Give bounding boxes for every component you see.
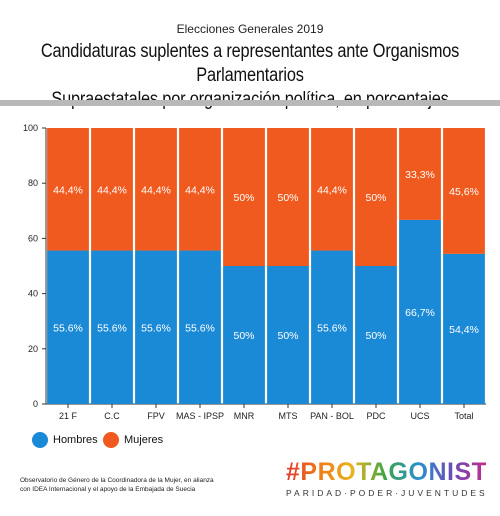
data-label-mujeres-2: 44,4% xyxy=(141,184,171,196)
bar-mujeres-9 xyxy=(443,128,485,254)
x-tick-label-0: 21 F xyxy=(59,411,78,420)
bar-hombres-8 xyxy=(399,219,441,404)
bar-hombres-6 xyxy=(311,250,353,404)
bar-mujeres-2 xyxy=(135,128,177,251)
data-label-mujeres-1: 44,4% xyxy=(97,184,127,196)
y-tick-label-0: 0 xyxy=(33,399,38,409)
legend-swatch-mujeres xyxy=(103,432,119,448)
y-tick-label-20: 20 xyxy=(28,344,38,354)
legend-item-mujeres: Mujeres xyxy=(103,432,163,448)
data-label-hombres-7: 50% xyxy=(365,330,386,342)
x-tick-label-1: C.C xyxy=(104,411,120,420)
bar-mujeres-7 xyxy=(355,128,397,266)
x-tick-label-6: PAN - BOL xyxy=(310,411,354,420)
x-tick-label-7: PDC xyxy=(366,411,386,420)
bar-hombres-2 xyxy=(135,250,177,404)
source-footnote-line-1: Observatorio de Género de la Coordinador… xyxy=(20,477,214,484)
data-label-mujeres-5: 50% xyxy=(277,192,298,204)
y-tick-label-60: 60 xyxy=(28,233,38,243)
bar-hombres-4 xyxy=(223,266,265,404)
bar-hombres-9 xyxy=(443,253,485,404)
data-label-mujeres-0: 44,4% xyxy=(53,184,83,196)
data-label-hombres-6: 55.6% xyxy=(317,322,347,334)
brand-name: #PROTAGONISTAS xyxy=(286,458,500,486)
data-label-hombres-5: 50% xyxy=(277,330,298,342)
bar-hombres-3 xyxy=(179,250,221,404)
x-tick-label-4: MNR xyxy=(234,411,255,420)
y-tick-label-40: 40 xyxy=(28,289,38,299)
brand-tagline: PARIDAD·PODER·JUVENTUDES xyxy=(286,488,488,498)
y-tick-label-80: 80 xyxy=(28,178,38,188)
data-label-hombres-0: 55.6% xyxy=(53,322,83,334)
bar-hombres-5 xyxy=(267,266,309,404)
brand-logo: #PROTAGONISTAS PARIDAD·PODER·JUVENTUDES xyxy=(286,458,500,498)
legend-label-mujeres: Mujeres xyxy=(124,434,164,446)
data-label-hombres-8: 66,7% xyxy=(405,307,435,319)
x-tick-label-9: Total xyxy=(454,411,473,420)
bar-hombres-7 xyxy=(355,266,397,404)
legend-item-hombres: Hombres xyxy=(32,432,98,448)
y-tick-label-100: 100 xyxy=(23,123,38,133)
legend-swatch-hombres xyxy=(32,432,48,448)
chart-supertitle: Elecciones Generales 2019 xyxy=(176,22,324,36)
bar-mujeres-5 xyxy=(267,128,309,266)
source-footnote-line-2: con IDEA Internacional y el apoyo de la … xyxy=(20,486,196,493)
data-label-hombres-4: 50% xyxy=(233,330,254,342)
bar-mujeres-4 xyxy=(223,128,265,266)
data-label-mujeres-9: 45,6% xyxy=(449,186,479,198)
data-label-hombres-9: 54,4% xyxy=(449,324,479,336)
bar-mujeres-1 xyxy=(91,128,133,251)
x-tick-label-5: MTS xyxy=(279,411,298,420)
x-tick-label-8: UCS xyxy=(410,411,429,420)
data-label-hombres-1: 55.6% xyxy=(97,322,127,334)
data-label-mujeres-6: 44,4% xyxy=(317,184,347,196)
data-label-hombres-3: 55.6% xyxy=(185,322,215,334)
bar-mujeres-3 xyxy=(179,128,221,251)
data-label-mujeres-7: 50% xyxy=(365,192,386,204)
bar-hombres-0 xyxy=(47,250,89,404)
bar-mujeres-8 xyxy=(399,128,441,220)
data-label-mujeres-8: 33,3% xyxy=(405,169,435,181)
chart-title-line-1: Candidaturas suplentes a representantes … xyxy=(40,41,460,86)
bar-hombres-1 xyxy=(91,250,133,404)
source-footnote: Observatorio de Género de la Coordinador… xyxy=(20,476,280,494)
bar-mujeres-0 xyxy=(47,128,89,251)
title-divider xyxy=(0,100,500,106)
data-label-mujeres-3: 44,4% xyxy=(185,184,215,196)
legend-label-hombres: Hombres xyxy=(53,434,98,446)
data-label-hombres-2: 55.6% xyxy=(141,322,171,334)
stacked-bar-chart: 0 20 40 60 80 100 55.6% 44,4% 21 F 55.6% 44,4% C.C 5… xyxy=(23,123,486,420)
x-tick-label-2: FPV xyxy=(147,411,165,420)
x-tick-label-3: MAS - IPSP xyxy=(176,411,224,420)
data-label-mujeres-4: 50% xyxy=(233,192,254,204)
bar-mujeres-6 xyxy=(311,128,353,251)
